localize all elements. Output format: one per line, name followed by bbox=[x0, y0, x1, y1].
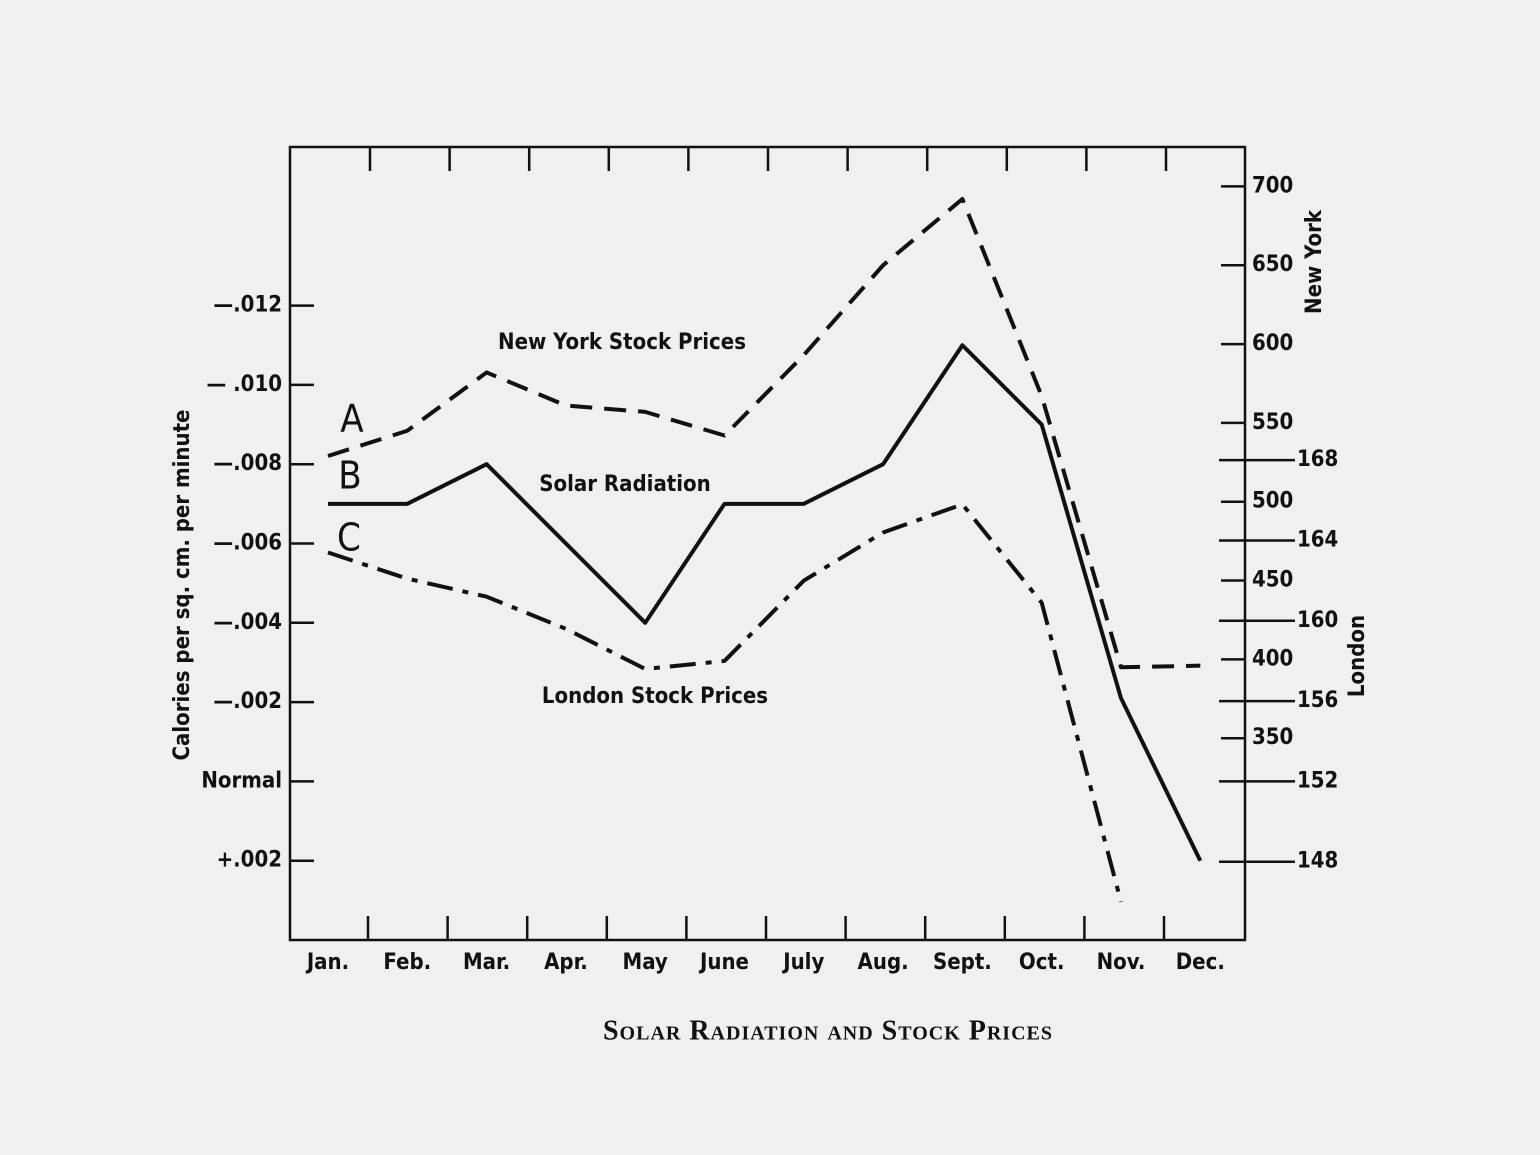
y2-tick-label: 350 bbox=[1252, 725, 1293, 750]
x-tick-label: July bbox=[781, 950, 824, 975]
y3-tick-label: 156 bbox=[1297, 688, 1338, 713]
y-tick-label: —.004 bbox=[213, 610, 282, 635]
y3-tick-label: 168 bbox=[1297, 447, 1338, 472]
x-tick-label: Feb. bbox=[383, 950, 431, 975]
y3-tick-label: 164 bbox=[1297, 527, 1338, 552]
annotation: B bbox=[338, 454, 361, 498]
y2-tick-label: 500 bbox=[1252, 489, 1293, 514]
plot-frame bbox=[288, 145, 1247, 942]
annotation: C bbox=[337, 516, 361, 560]
x-tick-label: Apr. bbox=[544, 950, 588, 975]
y-tick-label: —.002 bbox=[213, 689, 282, 714]
annotation: A bbox=[340, 397, 364, 441]
y3-tick-label: 148 bbox=[1297, 849, 1338, 874]
x-tick-label: Nov. bbox=[1097, 950, 1146, 975]
y-axis-title: Calories per sq. cm. per minute bbox=[170, 410, 195, 761]
y3-tick-label: 152 bbox=[1297, 768, 1338, 793]
y2-tick-label: 400 bbox=[1252, 646, 1293, 671]
x-tick-label: Oct. bbox=[1019, 950, 1065, 975]
series-label: New York Stock Prices bbox=[498, 330, 746, 355]
y-tick-label: —.012 bbox=[213, 293, 282, 318]
series-line bbox=[328, 343, 1203, 862]
y2-tick-label: 450 bbox=[1252, 568, 1293, 593]
x-tick-label: May bbox=[623, 950, 668, 975]
x-tick-label: June bbox=[698, 950, 749, 975]
y-tick-label: —.008 bbox=[213, 451, 282, 476]
y2-tick-label: 650 bbox=[1252, 252, 1293, 277]
y-tick-label: —.006 bbox=[213, 531, 282, 556]
chart-title: Solar Radiation and Stock Prices bbox=[603, 1015, 1053, 1046]
y3-tick-label: 160 bbox=[1297, 608, 1338, 633]
y3-axis-title: London bbox=[1345, 615, 1370, 697]
y2-axis-title: New York bbox=[1302, 209, 1327, 314]
series-label: Solar Radiation bbox=[539, 472, 710, 497]
x-tick-label: Dec. bbox=[1176, 950, 1225, 975]
series-label: London Stock Prices bbox=[542, 684, 768, 709]
series-line bbox=[327, 197, 1201, 670]
y-tick-label: Normal bbox=[201, 768, 282, 793]
y-tick-label: — .010 bbox=[206, 372, 282, 397]
x-tick-label: Jan. bbox=[305, 950, 349, 975]
x-tick-label: Sept. bbox=[933, 950, 992, 975]
series-line bbox=[327, 502, 1123, 903]
y2-tick-label: 600 bbox=[1252, 331, 1293, 356]
x-tick-label: Aug. bbox=[858, 950, 909, 975]
x-tick-label: Mar. bbox=[463, 950, 510, 975]
y-tick-label: +.002 bbox=[217, 848, 282, 873]
y2-tick-label: 550 bbox=[1252, 410, 1293, 435]
y2-tick-label: 700 bbox=[1252, 173, 1293, 198]
